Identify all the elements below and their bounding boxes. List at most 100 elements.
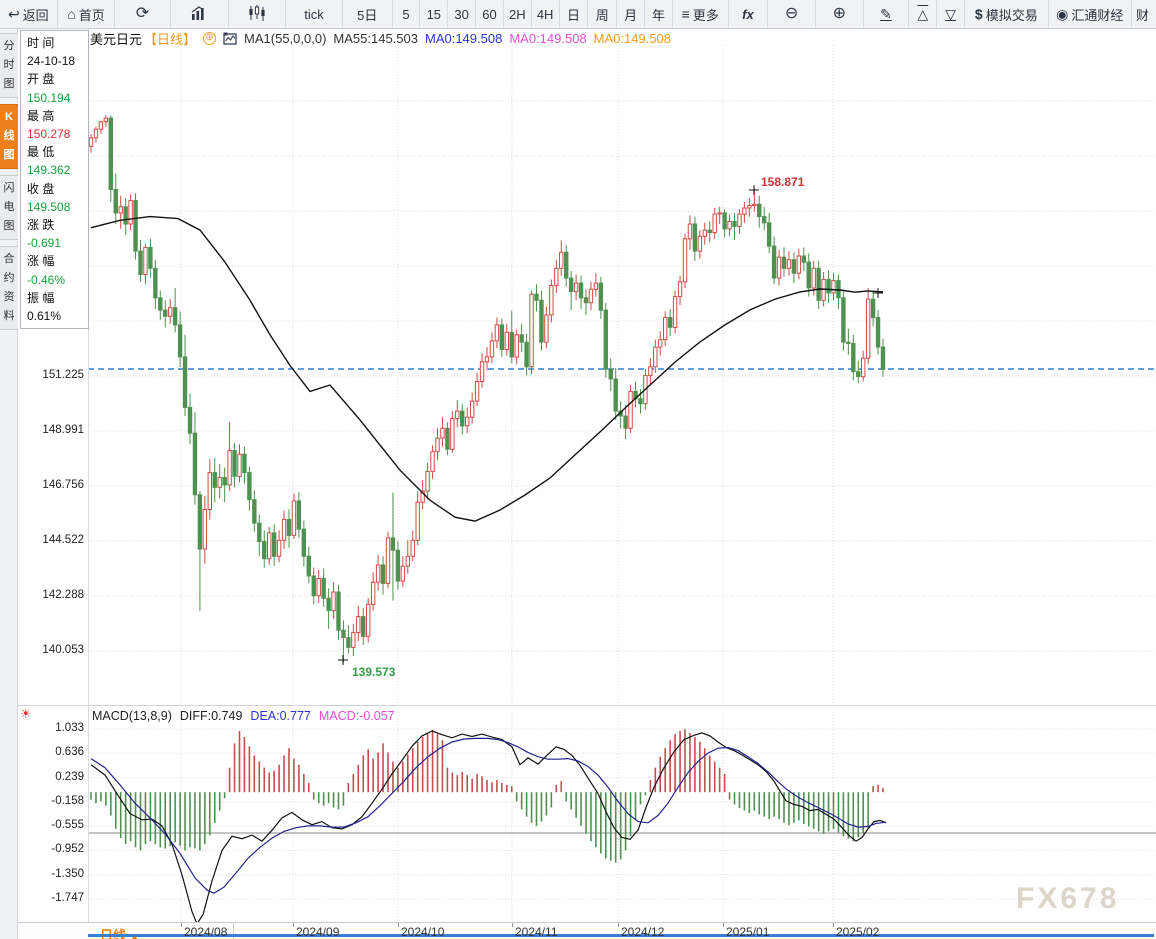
draw-button[interactable]: ✎ [864,0,910,28]
bottom-bar: 日线 ▲ 2024/08 2024/09 2024/10 2024/11 2024/12… [18,922,1156,939]
tooltip-row: 149.508 [27,199,71,214]
period-4h-button[interactable]: 4H [532,0,560,28]
time-axis-tick [618,923,619,927]
macd-macd-value: MACD:-0.057 [318,709,395,723]
tooltip-row: 最 低 [27,145,55,160]
macd-diff-value: DIFF:0.749 [179,709,243,723]
period-2h-button[interactable]: 2H [504,0,532,28]
tooltip-row: -0.691 [27,236,62,251]
time-axis-tick [293,923,294,927]
period-month-button[interactable]: 月 [617,0,646,28]
tooltip-row: 收 盘 [27,181,55,196]
period-year-button[interactable]: 年 [645,0,673,28]
tooltip-row: 150.194 [27,90,71,105]
macd-panel-divider [18,705,1156,706]
calendar-button-cut[interactable]: 财 [1132,0,1156,28]
line-chart-type-button[interactable] [171,0,229,28]
triangle-down-icon: ▽ [945,6,957,22]
tooltip-row: 149.362 [27,163,71,178]
more-button[interactable]: ≡ 更多 [673,0,729,28]
zoom-in-button[interactable]: ⊕ [816,0,864,28]
demo-trading-button[interactable]: $ 模拟交易 [965,0,1049,28]
symbol-name: 美元日元 [90,31,143,47]
indicator-fx-button[interactable]: fx [729,0,769,28]
refresh-button[interactable]: ⟳ [115,0,171,28]
period-60min-button[interactable]: 60 [476,0,504,28]
refresh-icon: ⟳ [135,5,150,22]
period-15min-button[interactable]: 15 [420,0,449,28]
tooltip-row: 24-10-18 [27,54,76,69]
fx678-news-button[interactable]: ◉ 汇通财经 [1049,0,1133,28]
fx678-watermark: FX678 [1016,882,1120,915]
zoom-out-button[interactable]: ⊖ [768,0,816,28]
macd-dea-value: DEA:0.777 [250,709,311,723]
sidebar-tab-lightning-chart[interactable]: 闪电图 [0,175,18,240]
macd-header: MACD(13,8,9) DIFF:0.749 DEA:0.777 MACD:-… [92,709,395,723]
time-axis-label: 2024/08 [184,925,228,939]
pencil-icon: ✎ [880,6,892,22]
top-toolbar: ↩ 返回 ⌂ 首页 ⟳ tick 5日 5 15 30 60 2H 4H 日 周 月… [0,0,1156,29]
candlestick-icon [247,5,267,23]
period-week-button[interactable]: 周 [588,0,618,28]
axis-border [88,28,89,939]
time-axis-label: 2025/01 [726,925,770,939]
time-axis-tick [181,923,182,927]
tooltip-row: 时 间 [27,36,55,50]
period-day-button[interactable]: 日 [560,0,589,28]
fx678-logo-icon: ◉ [1056,6,1069,22]
back-icon: ↩ [7,6,20,22]
back-button[interactable]: ↩ 返回 [0,0,58,28]
period-tick-button[interactable]: tick [286,0,343,28]
period-5min-button[interactable]: 5 [393,0,421,28]
chart-window-icon[interactable] [223,31,237,46]
ohlc-tooltip: 时 间 24-10-18 开 盘 150.194 最 高 150.278 最 低 149.36… [20,30,89,330]
bar-chart-icon [190,5,209,23]
low-price-label: 139.573 [352,665,396,679]
time-axis-tick [398,923,399,927]
time-axis-tick [723,923,724,927]
bottom-period-selector[interactable]: 日线 ▲ [100,925,140,939]
home-icon: ⌂ [67,6,76,22]
home-button[interactable]: ⌂ 首页 [58,0,116,28]
macd-title: MACD(13,8,9) [92,709,172,723]
time-axis-label: 2024/12 [621,925,665,939]
sidebar-tab-time-chart[interactable]: 分时图 [0,33,18,98]
tooltip-row: 最 高 [27,108,55,123]
ma-settings-label: MA1(55,0,0,0) [244,30,327,46]
tooltip-row: 涨 跌 [27,218,55,233]
tooltip-row: 涨 幅 [27,254,55,269]
period-5day-button[interactable]: 5日 [343,0,393,28]
bottom-bar-divider [233,923,234,939]
sidebar-tab-contract-info[interactable]: 合约资料 [0,246,18,330]
time-axis-tick [512,923,513,927]
ma0-value-blue: MA0:149.508 [424,30,503,46]
zoom-in-icon: ⊕ [832,5,847,22]
high-price-label: 158.871 [761,175,805,189]
triangle-down-tool-button[interactable]: ▽ [937,0,966,28]
ma0-value-pink: MA0:149.508 [509,30,587,46]
plus-circle-icon[interactable]: ⊕ [203,31,217,45]
triangle-up-tool-button[interactable]: △ [909,0,938,28]
tooltip-rows: 时 间 24-10-18 开 盘 150.194 最 高 150.278 最 低 149.36… [27,34,88,325]
chart-header: 美元日元 【日线】 ⊕ MA1(55,0,0,0) MA55:145.503 MA… [90,30,672,47]
tooltip-row: -0.46% [27,272,66,287]
dollar-icon: $ [974,6,983,22]
timeframe-label: 【日线】 [144,31,197,47]
macd-settings-icon[interactable]: ☀ [20,706,32,721]
tooltip-row: 振 幅 [27,290,55,305]
tooltip-row: 150.278 [27,127,71,142]
ma0-value-orange: MA0:149.508 [593,30,672,46]
menu-icon: ≡ [681,6,690,22]
bottom-scroll-line[interactable] [88,934,1154,937]
triangle-up-icon: △ [917,6,929,22]
tooltip-row: 开 盘 [27,72,55,87]
time-axis-tick [833,923,834,927]
tooltip-row: 0.61% [27,309,62,324]
period-30min-button[interactable]: 30 [448,0,477,28]
time-axis-label: 2024/10 [401,925,445,939]
candle-chart-type-button[interactable] [229,0,287,28]
